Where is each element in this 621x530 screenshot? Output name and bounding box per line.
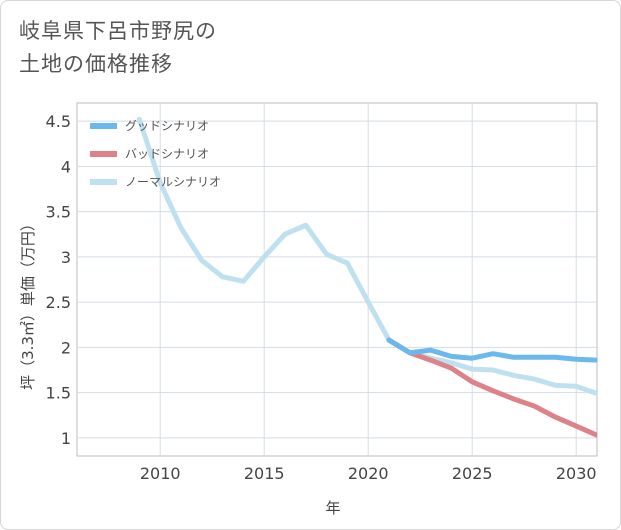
x-axis-ticks: 2010 2015 2020 2025 2030 xyxy=(140,464,597,483)
series-line-bad xyxy=(386,337,597,438)
x-tick-label: 2020 xyxy=(348,464,389,483)
x-tick-label: 2010 xyxy=(140,464,181,483)
legend-label-good: グッドシナリオ xyxy=(125,119,209,133)
x-tick-label: 2025 xyxy=(452,464,493,483)
x-tick-label: 2030 xyxy=(556,464,597,483)
y-tick-label: 1.5 xyxy=(46,384,71,403)
y-tick-label: 4 xyxy=(61,157,71,176)
y-tick-label: 2.5 xyxy=(46,293,71,312)
x-axis-label: 年 xyxy=(325,499,340,517)
series-line-normal xyxy=(136,116,597,396)
y-tick-label: 4.5 xyxy=(46,112,71,131)
chart-title: 岐阜県下呂市野尻の 土地の価格推移 xyxy=(19,15,217,81)
chart-title-line-1: 岐阜県下呂市野尻の xyxy=(19,19,217,43)
legend-label-bad: バッドシナリオ xyxy=(125,147,209,161)
grid-lines xyxy=(77,103,597,456)
y-tick-label: 3.5 xyxy=(46,203,71,222)
y-tick-label: 2 xyxy=(61,338,71,357)
legend-label-normal: ノーマルシナリオ xyxy=(125,175,221,189)
y-axis-ticks: 1 1.5 2 2.5 3 3.5 4 4.5 xyxy=(46,112,71,448)
y-tick-label: 3 xyxy=(61,248,71,267)
y-tick-label: 1 xyxy=(61,429,71,448)
x-tick-label: 2015 xyxy=(244,464,285,483)
series-lines xyxy=(136,116,597,438)
y-axis-label: 坪（3.3㎡）単価（万円） xyxy=(19,216,37,390)
series-line-good xyxy=(386,337,597,363)
chart-title-line-2: 土地の価格推移 xyxy=(19,52,173,76)
